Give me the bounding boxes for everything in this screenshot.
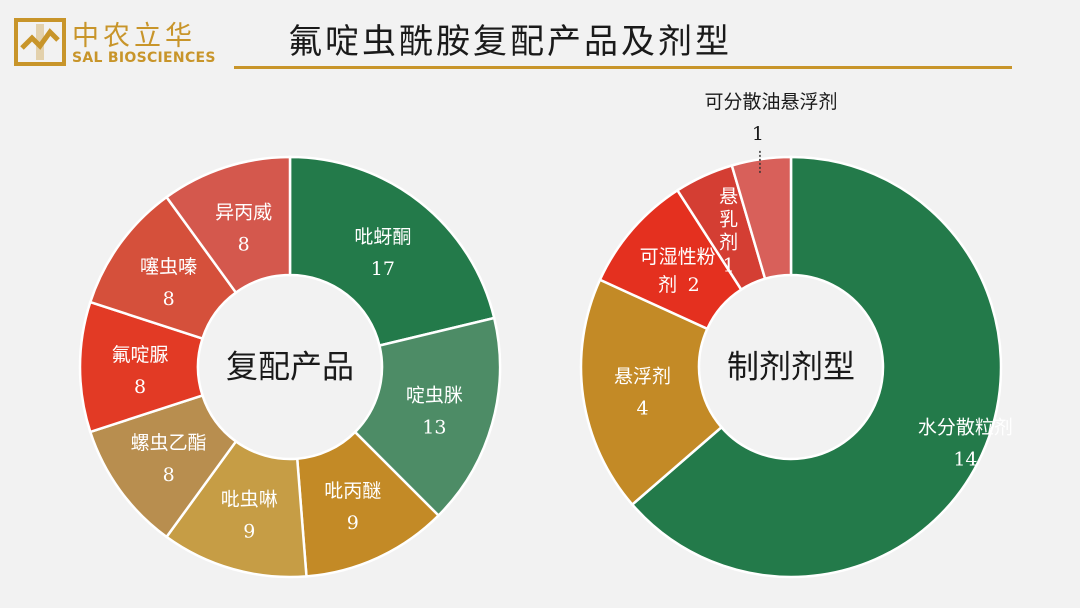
slice-value-吡虫啉: 9 <box>243 520 255 542</box>
page-title: 氟啶虫酰胺复配产品及剂型 <box>288 22 732 62</box>
slice-啶虫脒 <box>353 316 502 518</box>
slice-value-悬浮剂: 4 <box>636 397 648 419</box>
slice-可分散油悬浮剂 <box>730 155 793 281</box>
slice-value-可湿性粉剂: 2 <box>688 274 700 296</box>
slice-label-悬乳剂: 悬乳剂 <box>719 185 738 253</box>
slice-label-吡丙醚: 吡丙醚 <box>324 480 381 502</box>
slice-label-吡蚜酮: 吡蚜酮 <box>354 226 411 248</box>
slice-水分散粒剂 <box>630 155 1003 579</box>
center-label: 复配产品 <box>226 348 354 386</box>
slice-label-螺虫乙酯: 螺虫乙酯 <box>131 432 207 454</box>
slice-label-悬浮剂: 悬浮剂 <box>614 365 671 387</box>
slice-value-水分散粒剂: 14 <box>953 448 977 470</box>
title-divider <box>234 66 1012 69</box>
slice-value-氟啶脲: 8 <box>134 376 146 398</box>
logo-mark-icon <box>14 18 66 66</box>
slice-value-异丙威: 8 <box>238 233 250 255</box>
slice-悬浮剂 <box>579 278 724 507</box>
slice-label-异丙威: 异丙威 <box>215 201 272 223</box>
slice-value-啶虫脒: 13 <box>422 417 446 439</box>
slice-value-噻虫嗪: 8 <box>163 288 175 310</box>
slice-异丙威 <box>164 155 292 295</box>
slice-label-吡虫啉: 吡虫啉 <box>221 488 278 510</box>
slice-value-吡蚜酮: 17 <box>371 258 395 280</box>
slice-label-水分散粒剂: 水分散粒剂 <box>918 416 1013 438</box>
center-label: 制剂剂型 <box>727 348 855 386</box>
slice-label-可分散油悬浮剂: 可分散油悬浮剂 <box>704 91 837 113</box>
logo-en-text: SAL BIOSCIENCES <box>72 50 216 66</box>
slice-value-吡丙醚: 9 <box>347 512 359 534</box>
slice-label-氟啶脲: 氟啶脲 <box>111 344 168 366</box>
company-logo: 中农立华 SAL BIOSCIENCES <box>14 10 216 72</box>
slice-value-可分散油悬浮剂: 1 <box>752 123 764 145</box>
slice-value-悬乳剂: 1 <box>723 254 735 276</box>
slice-吡蚜酮 <box>288 155 496 348</box>
slice-value-螺虫乙酯: 8 <box>163 464 175 486</box>
slice-label-啶虫脒: 啶虫脒 <box>406 385 463 407</box>
slice-label-噻虫嗪: 噻虫嗪 <box>140 256 197 278</box>
slice-label-可湿性粉剂: 可湿性粉剂 <box>640 246 716 296</box>
chart-compound-products: 吡蚜酮 17 啶虫脒 13 吡丙醚 9 吡虫啉 9 螺虫乙酯 8 氟啶脲 8 噻虫嗪 8 异丙威 8 复配产品 <box>78 155 502 579</box>
logo-cn-text: 中农立华 <box>72 21 196 52</box>
